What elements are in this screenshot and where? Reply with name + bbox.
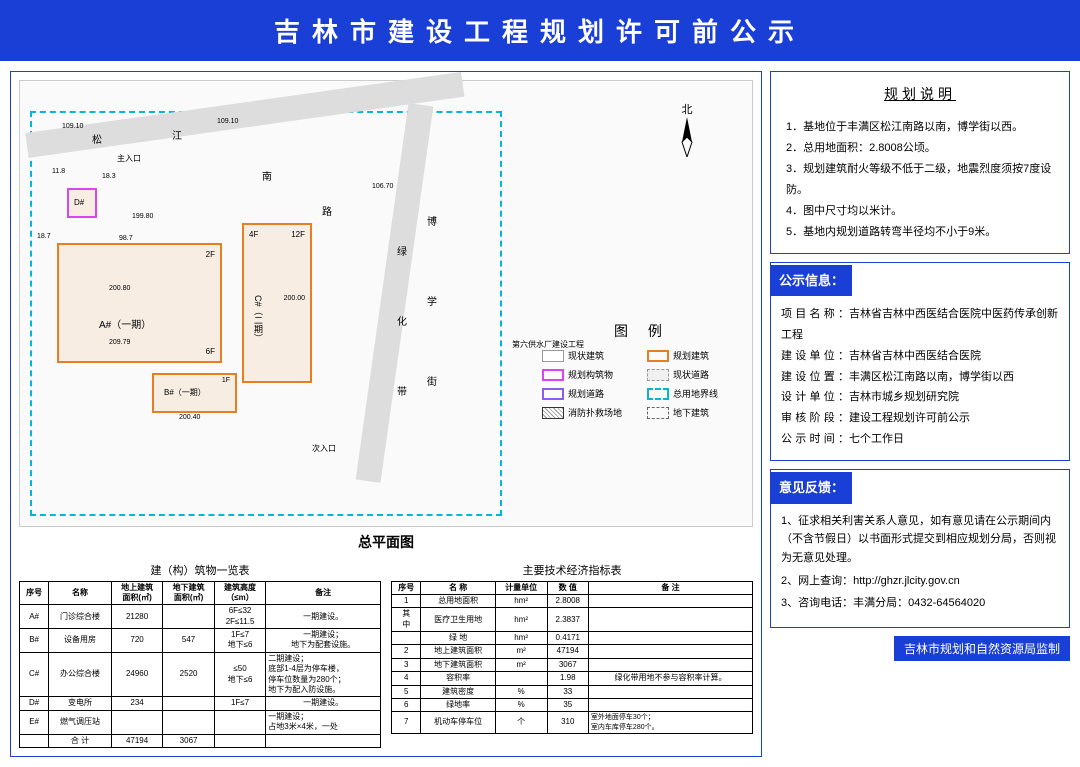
feedback-box: 意见反馈： 1、征求相关利害关系人意见，如有意见请在公示期间内（不含节假日）以书…: [770, 469, 1070, 628]
tables-row: 建（构）筑物一览表 序号名称地上建筑面积(㎡)地下建筑面积(㎡)建筑高度（≤m）…: [19, 562, 753, 748]
main-container: 北 松 江 南 路 绿 化 博 学 带 街 主入口 次入口 109.10 109: [0, 61, 1080, 767]
page-header: 吉林市建设工程规划许可前公示: [0, 0, 1080, 61]
tech-table-wrap: 主要技术经济指标表 序号名 称计量单位数 值备 注1总用地面积hm²2.8008…: [391, 562, 753, 748]
building-table-wrap: 建（构）筑物一览表 序号名称地上建筑面积(㎡)地下建筑面积(㎡)建筑高度（≤m）…: [19, 562, 381, 748]
building-table: 序号名称地上建筑面积(㎡)地下建筑面积(㎡)建筑高度（≤m）备注A#门诊综合楼2…: [19, 581, 381, 748]
map-title: 总平面图: [19, 532, 753, 552]
left-panel: 北 松 江 南 路 绿 化 博 学 带 街 主入口 次入口 109.10 109: [10, 71, 762, 757]
footer-stamp: 吉林市规划和自然资源局监制: [894, 636, 1070, 661]
right-panel: 规划说明 1．基地位于丰满区松江南路以南，博学街以西。2．总用地面积：2.800…: [770, 71, 1070, 757]
tech-table: 序号名 称计量单位数 值备 注1总用地面积hm²2.8008其中医疗卫生用地hm…: [391, 581, 753, 734]
spec-box: 规划说明 1．基地位于丰满区松江南路以南，博学街以西。2．总用地面积：2.800…: [770, 71, 1070, 254]
info-box: 公示信息： 项目名称：吉林省吉林中西医结合医院中医药传承创新工程建设单位：吉林省…: [770, 262, 1070, 462]
site-plan-map: 北 松 江 南 路 绿 化 博 学 带 街 主入口 次入口 109.10 109: [19, 80, 753, 527]
map-legend: 图 例 现状建筑规划建筑规划构筑物现状道路规划道路总用地界线消防扑救场地地下建筑…: [542, 321, 742, 350]
compass-icon: 北: [672, 101, 702, 160]
